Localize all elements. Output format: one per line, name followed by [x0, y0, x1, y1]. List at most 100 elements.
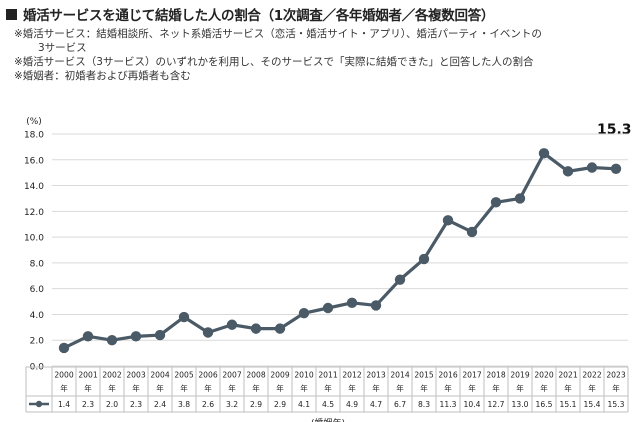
x-tick-suffix: 年	[516, 383, 524, 393]
x-tick-label: 2023	[606, 371, 625, 380]
y-tick-label: 8.0	[30, 259, 45, 269]
data-label: 13.0	[512, 400, 529, 409]
data-point	[466, 226, 478, 238]
data-point	[442, 215, 454, 226]
y-tick-label: 6.0	[30, 285, 45, 295]
note-line-2: 3サービス	[38, 42, 87, 54]
x-tick-label: 2007	[222, 371, 241, 380]
x-tick-suffix: 年	[228, 383, 236, 393]
data-label: 10.4	[464, 400, 481, 409]
data-label: 2.0	[106, 400, 118, 409]
x-tick-label: 2001	[78, 371, 97, 380]
note-line-3: ※婚活サービス（3サービス）のいずれかを利用し、そのサービスで「実際に結婚できた…	[14, 56, 534, 68]
x-tick-label: 2006	[198, 371, 217, 380]
x-tick-suffix: 年	[60, 383, 68, 393]
data-point	[538, 148, 550, 159]
x-tick-suffix: 年	[468, 383, 476, 393]
x-tick-label: 2016	[438, 371, 457, 380]
data-point	[202, 327, 214, 338]
data-point	[130, 331, 142, 342]
data-label: 3.2	[226, 400, 238, 409]
data-label: 4.7	[370, 400, 382, 409]
x-tick-suffix: 年	[276, 383, 284, 393]
y-axis-label: (%)	[26, 117, 42, 127]
x-tick-suffix: 年	[132, 383, 140, 393]
data-point	[370, 300, 382, 311]
data-label: 2.3	[130, 400, 142, 409]
series-line	[63, 151, 617, 350]
data-label: 15.3	[608, 400, 625, 409]
data-point	[82, 331, 94, 342]
data-label: 2.9	[250, 400, 262, 409]
x-tick-suffix: 年	[324, 383, 332, 393]
data-point	[610, 163, 622, 174]
y-tick-label: 16.0	[24, 156, 44, 166]
x-tick-label: 2022	[582, 371, 601, 380]
data-point	[514, 193, 526, 204]
chart-title: 婚活サービスを通じて結婚した人の割合（1次調査／各年婚姻者／各複数回答）	[23, 8, 495, 24]
data-label: 1.4	[58, 400, 70, 409]
x-tick-suffix: 年	[180, 383, 188, 393]
data-point	[586, 162, 598, 173]
data-label: 16.5	[536, 400, 553, 409]
x-tick-label: 2010	[294, 371, 313, 380]
data-label: 11.3	[440, 400, 457, 409]
data-label: 3.8	[178, 400, 190, 409]
x-tick-suffix: 年	[396, 383, 404, 393]
data-point	[298, 307, 310, 319]
x-tick-label: 2005	[174, 371, 193, 380]
x-tick-label: 2003	[126, 371, 145, 380]
x-tick-suffix: 年	[612, 383, 620, 393]
note-line-4: ※婚姻者：初婚者および再婚者も含む	[14, 70, 191, 82]
x-tick-suffix: 年	[348, 383, 356, 393]
x-tick-suffix: 年	[156, 383, 164, 393]
data-point	[346, 297, 358, 309]
data-point	[226, 319, 238, 330]
x-tick-label: 2012	[342, 371, 361, 380]
x-tick-label: 2019	[510, 371, 529, 380]
x-tick-label: 2021	[558, 371, 577, 380]
data-point	[250, 323, 262, 334]
x-tick-suffix: 年	[444, 383, 452, 393]
x-tick-suffix: 年	[588, 383, 596, 393]
title-square-icon	[6, 8, 17, 20]
x-tick-label: 2014	[390, 371, 409, 380]
data-point	[154, 329, 166, 341]
x-tick-label: 2020	[534, 371, 553, 380]
y-tick-label: 12.0	[24, 208, 44, 218]
x-tick-label: 2011	[318, 371, 337, 380]
x-tick-label: 2013	[366, 371, 385, 380]
data-label: 15.4	[584, 400, 601, 409]
data-label: 12.7	[488, 400, 505, 409]
data-label: 4.1	[298, 400, 310, 409]
data-point	[562, 166, 574, 177]
x-tick-label: 2009	[270, 371, 289, 380]
x-tick-suffix: 年	[300, 383, 308, 393]
x-tick-label: 2002	[102, 371, 121, 380]
data-point	[58, 342, 70, 354]
data-point	[178, 311, 190, 323]
data-point	[490, 197, 502, 208]
x-tick-suffix: 年	[84, 383, 92, 393]
data-label: 4.5	[322, 400, 334, 409]
y-tick-label: 14.0	[24, 182, 44, 192]
data-point	[106, 335, 118, 346]
data-point	[322, 302, 334, 314]
x-tick-label: 2018	[486, 371, 505, 380]
data-label: 2.9	[274, 400, 286, 409]
chart-notes: ※婚活サービス：結婚相談所、ネット系婚活サービス（恋活・婚活サイト・アプリ）、婚…	[14, 27, 542, 83]
x-axis-label: (婚姻年)	[311, 417, 345, 422]
x-tick-label: 2000	[54, 371, 73, 380]
data-label: 6.7	[394, 400, 406, 409]
x-tick-label: 2015	[414, 371, 433, 380]
x-tick-suffix: 年	[252, 383, 260, 393]
data-label: 2.6	[202, 400, 214, 409]
y-tick-label: 18.0	[24, 131, 44, 141]
data-label: 8.3	[418, 400, 430, 409]
x-tick-suffix: 年	[420, 383, 428, 393]
y-tick-label: 10.0	[24, 234, 44, 244]
x-tick-label: 2008	[246, 371, 265, 380]
data-point	[274, 323, 286, 334]
data-label: 2.3	[82, 400, 94, 409]
